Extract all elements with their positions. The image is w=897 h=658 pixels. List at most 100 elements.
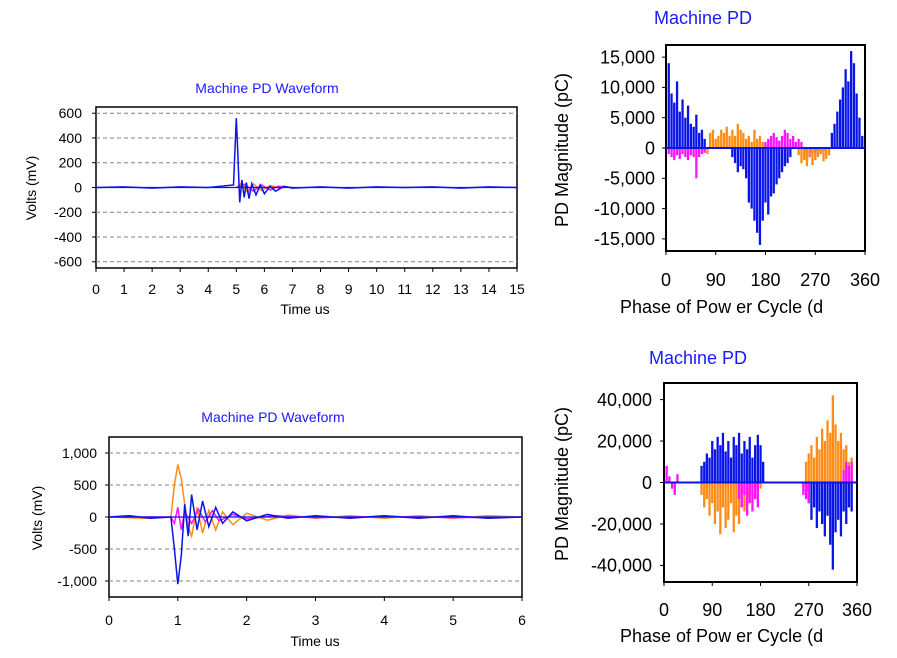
bar — [753, 148, 756, 221]
bar — [689, 148, 692, 156]
bar — [850, 51, 853, 148]
bar — [732, 436, 735, 483]
x-tick-label: 11 — [397, 281, 412, 297]
x-tick-label: 10 — [369, 281, 385, 297]
bar — [789, 138, 792, 148]
bar — [804, 482, 808, 500]
bar — [807, 453, 810, 483]
bar — [670, 482, 674, 489]
bar — [719, 482, 722, 535]
bar — [841, 87, 844, 148]
x-tick-label: 6 — [261, 281, 269, 297]
bar — [797, 138, 800, 148]
bar — [728, 135, 731, 148]
x-tick-label: 360 — [842, 600, 872, 620]
bar — [713, 449, 717, 483]
bar — [753, 129, 756, 148]
bar — [686, 105, 690, 148]
bar — [711, 482, 714, 504]
bar — [736, 123, 739, 148]
bar — [827, 148, 831, 156]
bar — [703, 482, 706, 508]
bar — [847, 465, 851, 483]
bar — [811, 148, 814, 165]
bar — [750, 148, 753, 209]
bar — [681, 99, 684, 148]
bar — [717, 135, 720, 148]
bar — [814, 148, 817, 161]
x-axis-label: Time us — [290, 633, 339, 649]
x-tick-label: 7 — [289, 281, 297, 297]
bar — [759, 445, 762, 483]
bar — [818, 449, 821, 483]
bar — [758, 148, 762, 245]
x-tick-label: 0 — [105, 612, 113, 628]
y-tick-label: 1,000 — [62, 445, 97, 461]
bar — [847, 482, 851, 508]
y-axis-label: PD Magnitude (pC) — [552, 407, 572, 561]
bar — [724, 482, 727, 529]
bar — [681, 148, 684, 155]
bar — [698, 148, 701, 158]
y-tick-label: -600 — [54, 254, 82, 270]
bar — [670, 148, 673, 158]
y-tick-label: 200 — [59, 155, 83, 171]
x-tick-label: 0 — [661, 270, 671, 290]
bar — [810, 482, 813, 520]
y-tick-label: -500 — [69, 541, 97, 557]
bar — [786, 132, 789, 148]
bar — [780, 135, 784, 148]
bar — [711, 441, 714, 483]
x-tick-label: 6 — [518, 612, 526, 628]
bar — [778, 140, 781, 148]
x-tick-label: 90 — [702, 600, 722, 620]
bar — [739, 129, 742, 148]
bar — [750, 141, 753, 148]
bar — [684, 148, 687, 158]
bar — [834, 424, 837, 483]
bar — [711, 129, 715, 148]
bar — [805, 148, 809, 167]
y-tick-label: -1,000 — [57, 573, 97, 589]
bar — [708, 482, 711, 516]
bar — [855, 93, 858, 148]
bar — [686, 148, 690, 161]
bar — [684, 117, 687, 148]
bar — [725, 126, 728, 148]
bar — [842, 449, 845, 483]
bar — [804, 461, 808, 483]
bar — [727, 482, 730, 520]
y-tick-label: 40,000 — [597, 390, 652, 410]
y-tick-label: -15,000 — [594, 229, 655, 249]
bar — [675, 81, 679, 148]
bar — [676, 474, 679, 483]
y-tick-label: 15,000 — [600, 47, 655, 67]
bar — [689, 123, 692, 148]
bar — [737, 432, 741, 483]
bar — [668, 476, 671, 483]
bar — [786, 148, 789, 164]
bar — [789, 148, 792, 158]
bar — [837, 482, 840, 520]
bar — [761, 141, 764, 148]
bar — [842, 482, 845, 512]
bar — [692, 148, 695, 158]
bar — [783, 129, 786, 148]
series-line — [95, 118, 518, 203]
bar — [800, 148, 803, 164]
bar — [724, 451, 727, 483]
x-tick-label: 14 — [481, 281, 497, 297]
bar — [813, 457, 816, 483]
bar — [834, 482, 837, 533]
bar — [721, 482, 725, 508]
bar — [802, 482, 805, 495]
x-axis-label: Phase of Pow er Cycle (d — [620, 297, 823, 317]
bar — [823, 441, 826, 483]
bar — [821, 482, 824, 524]
waveform-chart-top: Machine PD Waveform 600 400 200 0 -200 -400 -6… — [23, 80, 525, 317]
bar — [823, 482, 826, 537]
bar — [678, 148, 681, 159]
x-tick-label: 8 — [317, 281, 325, 297]
bar — [850, 461, 853, 483]
bar — [831, 395, 834, 483]
